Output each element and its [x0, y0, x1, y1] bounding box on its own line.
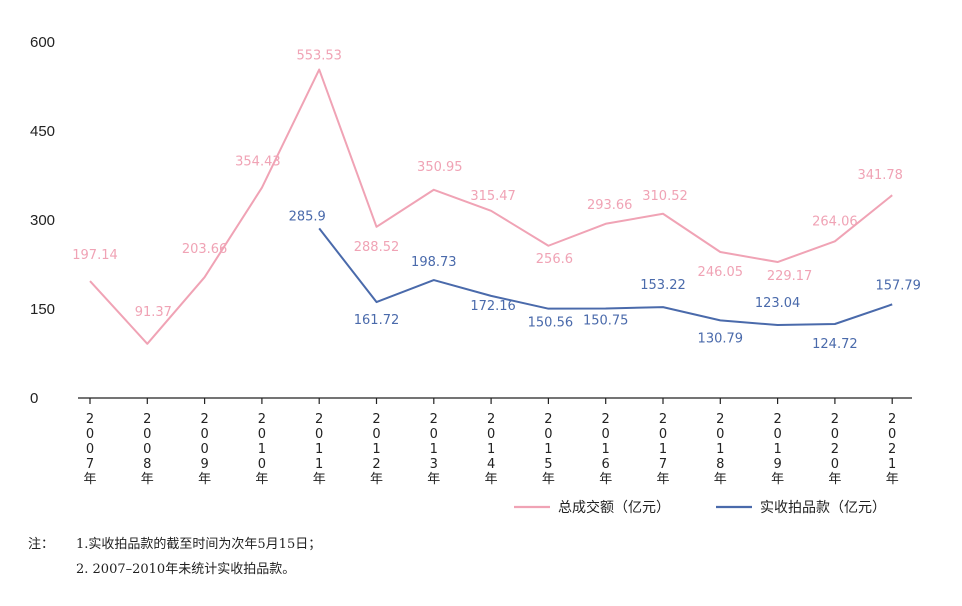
y-tick-label: 0 [30, 390, 38, 407]
legend-label: 实收拍品款（亿元） [760, 500, 886, 516]
data-label: 198.73 [411, 255, 457, 270]
y-tick-label: 600 [30, 34, 55, 51]
footnote-prefix: 注： [28, 537, 55, 552]
data-label: 150.56 [528, 316, 574, 331]
data-label: 124.72 [812, 337, 858, 352]
data-label: 264.06 [812, 214, 858, 229]
data-label: 350.95 [417, 160, 463, 175]
data-label: 229.17 [767, 269, 813, 284]
y-tick-label: 450 [30, 123, 55, 140]
data-label: 123.04 [755, 296, 801, 311]
data-label: 150.75 [583, 314, 629, 329]
data-label: 288.52 [354, 240, 400, 255]
data-label: 341.78 [857, 168, 903, 183]
data-label: 256.6 [536, 252, 573, 267]
footnote-row-1: 注： 1.实收拍品款的截至时间为次年5月15日； [28, 532, 321, 557]
data-label: 130.79 [698, 331, 744, 346]
footnotes: 注： 1.实收拍品款的截至时间为次年5月15日； 2. 2007–2010年未统… [28, 532, 321, 582]
data-label: 246.05 [698, 265, 744, 280]
data-label: 157.79 [875, 278, 921, 293]
y-tick-label: 300 [30, 212, 55, 229]
data-label: 153.22 [640, 278, 686, 293]
data-label: 553.53 [296, 49, 342, 64]
data-label: 172.16 [470, 299, 516, 314]
data-label: 285.9 [289, 209, 326, 224]
series-line-2 [318, 227, 893, 326]
data-label: 197.14 [72, 248, 118, 263]
data-label: 203.66 [182, 242, 228, 257]
series-layer: 197.14 91.37 203.66 354.43 553.53 288.52 350.9… [72, 49, 921, 352]
y-axis: 0 150 300 450 600 [30, 34, 55, 407]
legend-label: 总成交额（亿元） [558, 499, 670, 516]
data-label: 310.52 [642, 189, 688, 204]
footnote-2: 2. 2007–2010年未统计实收拍品款。 [76, 562, 296, 577]
data-label: 91.37 [135, 305, 172, 320]
y-tick-label: 150 [30, 301, 55, 318]
data-label: 354.43 [235, 155, 281, 170]
data-label: 161.72 [354, 313, 400, 328]
footnote-1: 1.实收拍品款的截至时间为次年5月15日； [76, 537, 322, 552]
footnote-row-2: 2. 2007–2010年未统计实收拍品款。 [28, 557, 321, 582]
data-label: 315.47 [470, 189, 516, 204]
legend: 总成交额（亿元） 实收拍品款（亿元） [514, 499, 886, 516]
x-axis-ticks: 2 0 0 7 年 2 0 0 8 年 2 0 0 9 年 2 0 1 0 年 2 0 1 1 年 2 0 1 2 年 2 0 1 3 年 2 0 1 4 年… [83, 398, 899, 487]
data-label: 293.66 [587, 198, 633, 213]
series-line-1 [89, 68, 893, 345]
